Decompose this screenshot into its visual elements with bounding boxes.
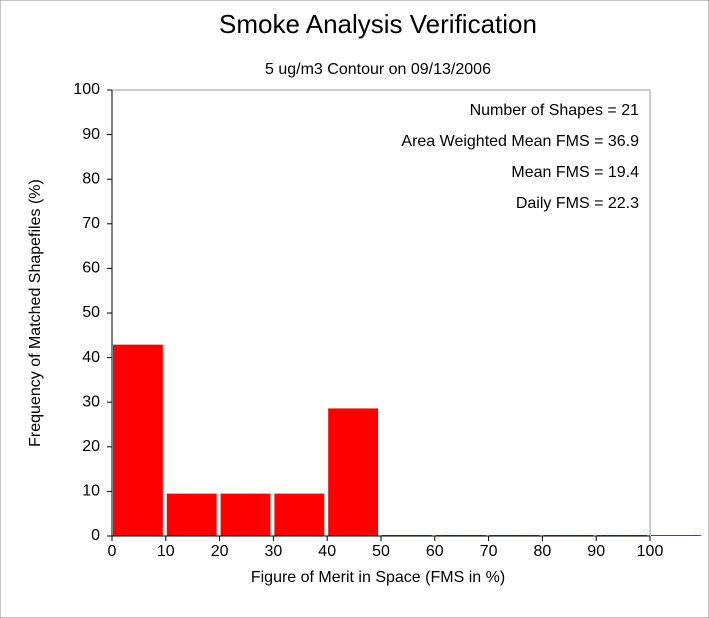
annotation: Daily FMS = 22.3 bbox=[516, 195, 639, 212]
x-tick-label: 80 bbox=[534, 543, 552, 560]
x-tick-label: 30 bbox=[265, 543, 283, 560]
x-tick-label: 70 bbox=[480, 543, 498, 560]
bar bbox=[328, 408, 378, 536]
y-tick-label: 30 bbox=[82, 393, 100, 410]
bar bbox=[274, 493, 325, 536]
x-axis-label: Figure of Merit in Space (FMS in %) bbox=[251, 569, 505, 586]
y-tick-label: 20 bbox=[82, 438, 100, 455]
x-tick-label: 60 bbox=[426, 543, 444, 560]
y-tick-label: 60 bbox=[82, 260, 100, 277]
x-tick-label: 90 bbox=[587, 543, 605, 560]
annotation: Mean FMS = 19.4 bbox=[511, 164, 639, 181]
bar bbox=[166, 493, 217, 536]
annotation: Area Weighted Mean FMS = 36.9 bbox=[401, 133, 639, 150]
y-tick-label: 80 bbox=[82, 170, 100, 187]
y-tick-label: 100 bbox=[73, 81, 100, 98]
y-axis-label: Frequency of Matched Shapefiles (%) bbox=[27, 179, 44, 447]
y-tick-label: 0 bbox=[91, 527, 100, 544]
y-tick-label: 10 bbox=[82, 483, 100, 500]
chart-subtitle: 5 ug/m3 Contour on 09/13/2006 bbox=[265, 61, 491, 78]
y-tick-label: 40 bbox=[82, 349, 100, 366]
x-tick-label: 40 bbox=[318, 543, 336, 560]
bar bbox=[220, 493, 271, 536]
x-tick-label: 100 bbox=[637, 543, 664, 560]
x-tick-label: 20 bbox=[211, 543, 229, 560]
x-tick-label: 0 bbox=[108, 543, 117, 560]
x-tick-label: 10 bbox=[157, 543, 175, 560]
y-tick-label: 50 bbox=[82, 304, 100, 321]
y-tick-label: 90 bbox=[82, 126, 100, 143]
y-tick-label: 70 bbox=[82, 215, 100, 232]
annotation: Number of Shapes = 21 bbox=[470, 102, 640, 119]
chart-title: Smoke Analysis Verification bbox=[219, 9, 537, 39]
bar bbox=[651, 535, 701, 536]
bar bbox=[113, 344, 163, 536]
x-tick-label: 50 bbox=[372, 543, 390, 560]
